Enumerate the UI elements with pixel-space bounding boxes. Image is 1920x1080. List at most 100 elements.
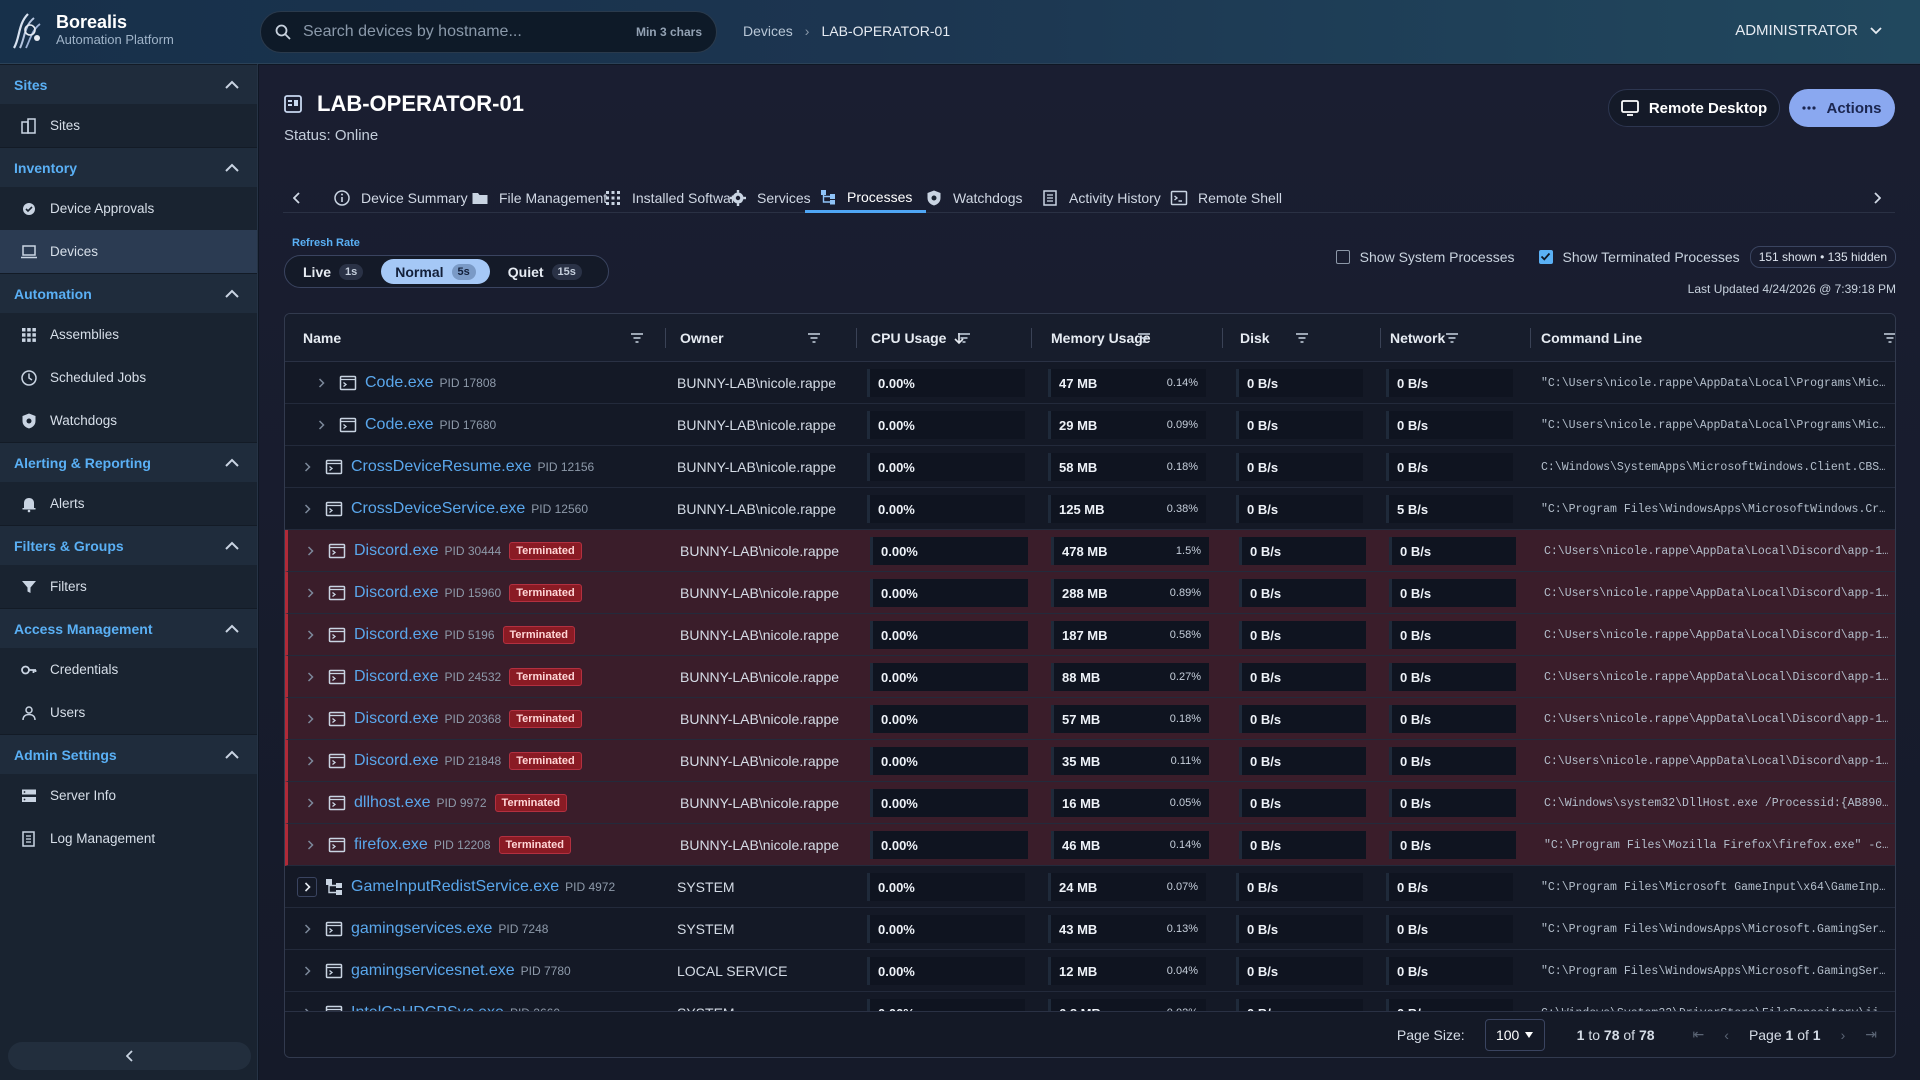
column-resize-handle[interactable] [856,328,857,348]
table-row[interactable]: Discord.exe PID 30444 Terminated BUNNY-L… [285,530,1895,572]
row-expand-button[interactable] [297,877,317,897]
process-name-link[interactable]: Discord.exe [354,668,439,685]
user-menu[interactable]: ADMINISTRATOR [1735,22,1882,39]
sidebar-item-devices[interactable]: Devices [0,230,257,273]
sidebar-section-inventory[interactable]: Inventory [0,147,257,187]
actions-button[interactable]: Actions [1789,89,1895,127]
column-resize-handle[interactable] [1222,328,1223,348]
process-name-link[interactable]: gamingservices.exe [351,920,493,937]
remote-desktop-button[interactable]: Remote Desktop [1608,89,1780,127]
sidebar-item-scheduled-jobs[interactable]: Scheduled Jobs [0,356,257,399]
column-filter-button[interactable] [1295,314,1309,362]
sidebar-section-admin-settings[interactable]: Admin Settings [0,734,257,774]
column-header-network[interactable]: Network [1390,314,1445,362]
sidebar-item-users[interactable]: Users [0,691,257,734]
process-name-link[interactable]: Code.exe [365,416,434,433]
show-system-processes-label[interactable]: Show System Processes [1359,249,1515,265]
row-expand-button[interactable] [300,672,320,682]
row-expand-button[interactable] [300,588,320,598]
row-expand-button[interactable] [300,630,320,640]
tab-installed-software[interactable]: Installed Software [604,183,743,213]
sidebar-section-sites[interactable]: Sites [0,64,257,104]
sidebar-item-credentials[interactable]: Credentials [0,648,257,691]
table-row[interactable]: Code.exe PID 17808 BUNNY-LAB\nicole.rapp… [285,362,1895,404]
table-row[interactable]: IntelCpHDCPSvc.exe PID 2660 SYSTEM 0.00%… [285,992,1895,1013]
row-expand-button[interactable] [311,420,331,430]
tab-file-management[interactable]: File Management [471,183,607,213]
breadcrumb-devices[interactable]: Devices [743,23,793,39]
column-header-cpu-usage[interactable]: CPU Usage [871,314,965,362]
tab-processes[interactable]: Processes [805,183,927,213]
row-expand-button[interactable] [300,546,320,556]
column-filter-button[interactable] [807,314,821,362]
sidebar-item-watchdogs[interactable]: Watchdogs [0,399,257,442]
show-terminated-processes-label[interactable]: Show Terminated Processes [1562,249,1740,265]
sidebar-item-server-info[interactable]: Server Info [0,774,257,817]
tab-device-summary[interactable]: Device Summary [333,183,468,213]
process-name-link[interactable]: gamingservicesnet.exe [351,962,515,979]
process-name-link[interactable]: Discord.exe [354,710,439,727]
table-row[interactable]: Discord.exe PID 5196 Terminated BUNNY-LA… [285,614,1895,656]
column-resize-handle[interactable] [1530,328,1531,348]
refresh-option-live[interactable]: Live 1s [289,259,377,284]
tabs-scroll-right-button[interactable] [1873,183,1881,213]
process-name-link[interactable]: CrossDeviceResume.exe [351,458,532,475]
column-resize-handle[interactable] [665,328,666,348]
column-filter-button[interactable] [957,314,971,362]
first-page-button[interactable]: ⇤ [1692,1026,1705,1042]
tab-activity-history[interactable]: Activity History [1041,183,1161,213]
table-row[interactable]: Code.exe PID 17680 BUNNY-LAB\nicole.rapp… [285,404,1895,446]
table-row[interactable]: GameInputRedistService.exe PID 4972 SYST… [285,866,1895,908]
process-name-link[interactable]: Discord.exe [354,626,439,643]
row-expand-button[interactable] [297,462,317,472]
row-expand-button[interactable] [297,966,317,976]
column-filter-button[interactable] [1445,314,1459,362]
column-header-owner[interactable]: Owner [680,314,724,362]
process-name-link[interactable]: IntelCpHDCPSvc.exe [351,1004,504,1013]
last-page-button[interactable]: ⇥ [1865,1026,1877,1042]
refresh-option-normal[interactable]: Normal 5s [381,259,490,284]
tabs-scroll-left-button[interactable] [293,183,301,213]
column-filter-button[interactable] [630,314,644,362]
process-name-link[interactable]: firefox.exe [354,836,428,853]
sidebar-section-access-management[interactable]: Access Management [0,608,257,648]
column-resize-handle[interactable] [1031,328,1032,348]
column-header-disk[interactable]: Disk [1240,314,1270,362]
process-name-link[interactable]: GameInputRedistService.exe [351,878,560,895]
prev-page-button[interactable]: ‹ [1724,1026,1729,1043]
table-row[interactable]: Discord.exe PID 24532 Terminated BUNNY-L… [285,656,1895,698]
column-header-name[interactable]: Name [303,314,341,362]
show-system-processes-checkbox[interactable] [1335,250,1350,264]
table-row[interactable]: Discord.exe PID 21848 Terminated BUNNY-L… [285,740,1895,782]
process-name-link[interactable]: Discord.exe [354,542,439,559]
refresh-option-quiet[interactable]: Quiet 15s [494,259,596,284]
process-name-link[interactable]: Discord.exe [354,752,439,769]
tab-watchdogs[interactable]: Watchdogs [925,183,1023,213]
sidebar-item-device-approvals[interactable]: Device Approvals [0,187,257,230]
page-size-select[interactable]: 100 [1484,1018,1545,1051]
table-row[interactable]: gamingservices.exe PID 7248 SYSTEM 0.00%… [285,908,1895,950]
row-expand-button[interactable] [297,924,317,934]
table-row[interactable]: dllhost.exe PID 9972 Terminated BUNNY-LA… [285,782,1895,824]
column-resize-handle[interactable] [1380,328,1381,348]
column-filter-button[interactable] [1137,314,1151,362]
row-expand-button[interactable] [300,756,320,766]
app-logo[interactable]: Borealis Automation Platform [10,8,174,52]
row-expand-button[interactable] [297,504,317,514]
process-name-link[interactable]: dllhost.exe [354,794,431,811]
row-expand-button[interactable] [311,378,331,388]
row-expand-button[interactable] [300,840,320,850]
row-expand-button[interactable] [297,1008,317,1013]
table-row[interactable]: gamingservicesnet.exe PID 7780 LOCAL SER… [285,950,1895,992]
row-expand-button[interactable] [300,714,320,724]
process-name-link[interactable]: Code.exe [365,374,434,391]
column-header-command-line[interactable]: Command Line [1541,314,1642,362]
process-name-link[interactable]: CrossDeviceService.exe [351,500,526,517]
tab-remote-shell[interactable]: Remote Shell [1170,183,1282,213]
sidebar-item-alerts[interactable]: Alerts [0,482,257,525]
show-terminated-processes-checkbox[interactable] [1538,250,1553,264]
sidebar-section-alerting-reporting[interactable]: Alerting & Reporting [0,442,257,482]
table-row[interactable]: firefox.exe PID 12208 Terminated BUNNY-L… [285,824,1895,866]
table-row[interactable]: Discord.exe PID 20368 Terminated BUNNY-L… [285,698,1895,740]
process-name-link[interactable]: Discord.exe [354,584,439,601]
